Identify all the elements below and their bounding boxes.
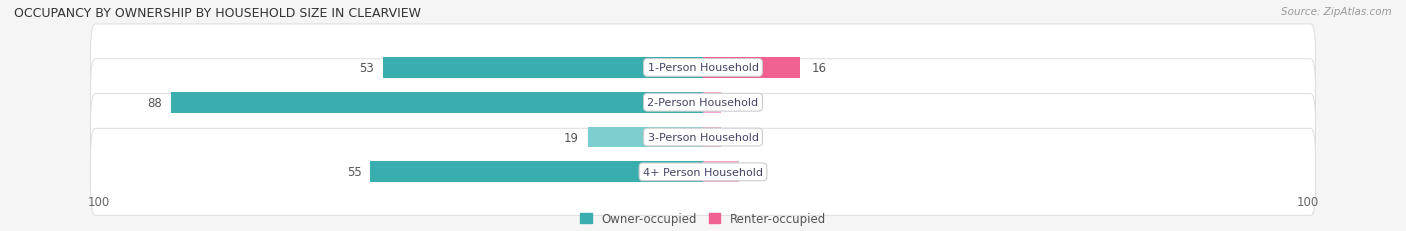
FancyBboxPatch shape: [90, 94, 1316, 181]
Text: 19: 19: [564, 131, 579, 144]
Text: OCCUPANCY BY OWNERSHIP BY HOUSEHOLD SIZE IN CLEARVIEW: OCCUPANCY BY OWNERSHIP BY HOUSEHOLD SIZE…: [14, 7, 420, 20]
Text: 2-Person Household: 2-Person Household: [647, 98, 759, 108]
Text: 4+ Person Household: 4+ Person Household: [643, 167, 763, 177]
Text: 88: 88: [148, 96, 162, 109]
Text: 0: 0: [716, 131, 723, 144]
FancyBboxPatch shape: [90, 59, 1316, 146]
Text: Source: ZipAtlas.com: Source: ZipAtlas.com: [1281, 7, 1392, 17]
Text: 1-Person Household: 1-Person Household: [648, 63, 758, 73]
Bar: [703, 58, 800, 79]
Text: 0: 0: [716, 96, 723, 109]
Bar: [703, 92, 721, 113]
Text: 53: 53: [359, 62, 374, 75]
Bar: [703, 127, 721, 148]
Bar: [172, 92, 703, 113]
Text: 3-Person Household: 3-Person Household: [648, 132, 758, 143]
Bar: [703, 162, 740, 182]
Text: 55: 55: [347, 166, 361, 179]
FancyBboxPatch shape: [90, 129, 1316, 215]
Bar: [371, 162, 703, 182]
Legend: Owner-occupied, Renter-occupied: Owner-occupied, Renter-occupied: [579, 212, 827, 225]
FancyBboxPatch shape: [90, 25, 1316, 111]
Bar: [588, 127, 703, 148]
Bar: [382, 58, 703, 79]
Text: 16: 16: [811, 62, 827, 75]
Text: 6: 6: [751, 166, 759, 179]
